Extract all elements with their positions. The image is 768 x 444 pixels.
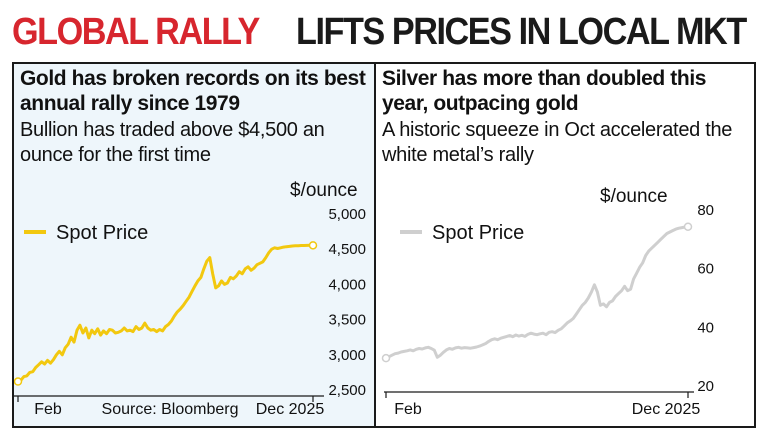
gold-source-label: Source: Bloomberg — [102, 401, 239, 418]
silver-end-point — [683, 222, 693, 231]
silver-panel: Silver has more than doubled this year, … — [376, 64, 754, 426]
silver-end-point — [381, 353, 391, 363]
gold-end-point — [308, 241, 318, 250]
gold-series-line — [16, 243, 315, 384]
silver-price-chart: Feb Dec 2025 20 40 60 80 Spot Price — [381, 202, 714, 418]
gold-y-tick-label: 2,500 — [328, 382, 366, 399]
headline-highlight: GLOBAL RALLY — [12, 10, 260, 53]
silver-y-tick-label: 20 — [697, 378, 714, 395]
silver-y-tick-label: 80 — [697, 202, 714, 219]
silver-x-tick-label: Feb — [394, 401, 422, 418]
gold-panel-title: Gold has broken records on its best annu… — [20, 67, 366, 115]
gold-y-tick-label: 4,500 — [328, 241, 366, 258]
chart-frame: Gold has broken records on its best annu… — [12, 62, 756, 428]
gold-end-point — [14, 377, 23, 386]
headline-rest: LIFTS PRICES IN LOCAL MKT — [296, 10, 747, 53]
gold-y-tick-label: 3,500 — [328, 312, 366, 329]
gold-y-tick-label: 4,000 — [328, 276, 366, 293]
silver-panel-title: Silver has more than doubled this year, … — [382, 67, 707, 115]
silver-y-tick-label: 40 — [697, 319, 714, 336]
silver-y-tick-label: 60 — [697, 261, 714, 278]
gold-price-chart: Feb Dec 2025 Source: Bloomberg 2,500 3,000 3,… — [14, 206, 366, 418]
panel-divider — [374, 64, 376, 426]
gold-unit-label: $/ounce — [290, 180, 358, 201]
headline: GLOBAL RALLY LIFTS PRICES IN LOCAL MKT — [12, 4, 756, 60]
gold-panel-subtitle: Bullion has traded above $4,500 an ounce… — [20, 119, 325, 166]
gold-legend-label: Spot Price — [56, 222, 148, 244]
silver-panel-subtitle: A historic squeeze in Oct accelerated th… — [382, 119, 733, 166]
gold-panel: Gold has broken records on its best annu… — [14, 64, 374, 426]
gold-y-tick-label: 3,000 — [328, 347, 366, 364]
silver-x-tick-label: Dec 2025 — [632, 401, 701, 418]
silver-unit-label: $/ounce — [600, 186, 668, 207]
silver-series-line — [384, 225, 690, 360]
gold-y-tick-label: 5,000 — [328, 206, 366, 223]
gold-x-tick-label: Feb — [34, 401, 62, 418]
silver-legend-label: Spot Price — [432, 222, 524, 244]
gold-x-tick-label: Dec 2025 — [256, 401, 325, 418]
